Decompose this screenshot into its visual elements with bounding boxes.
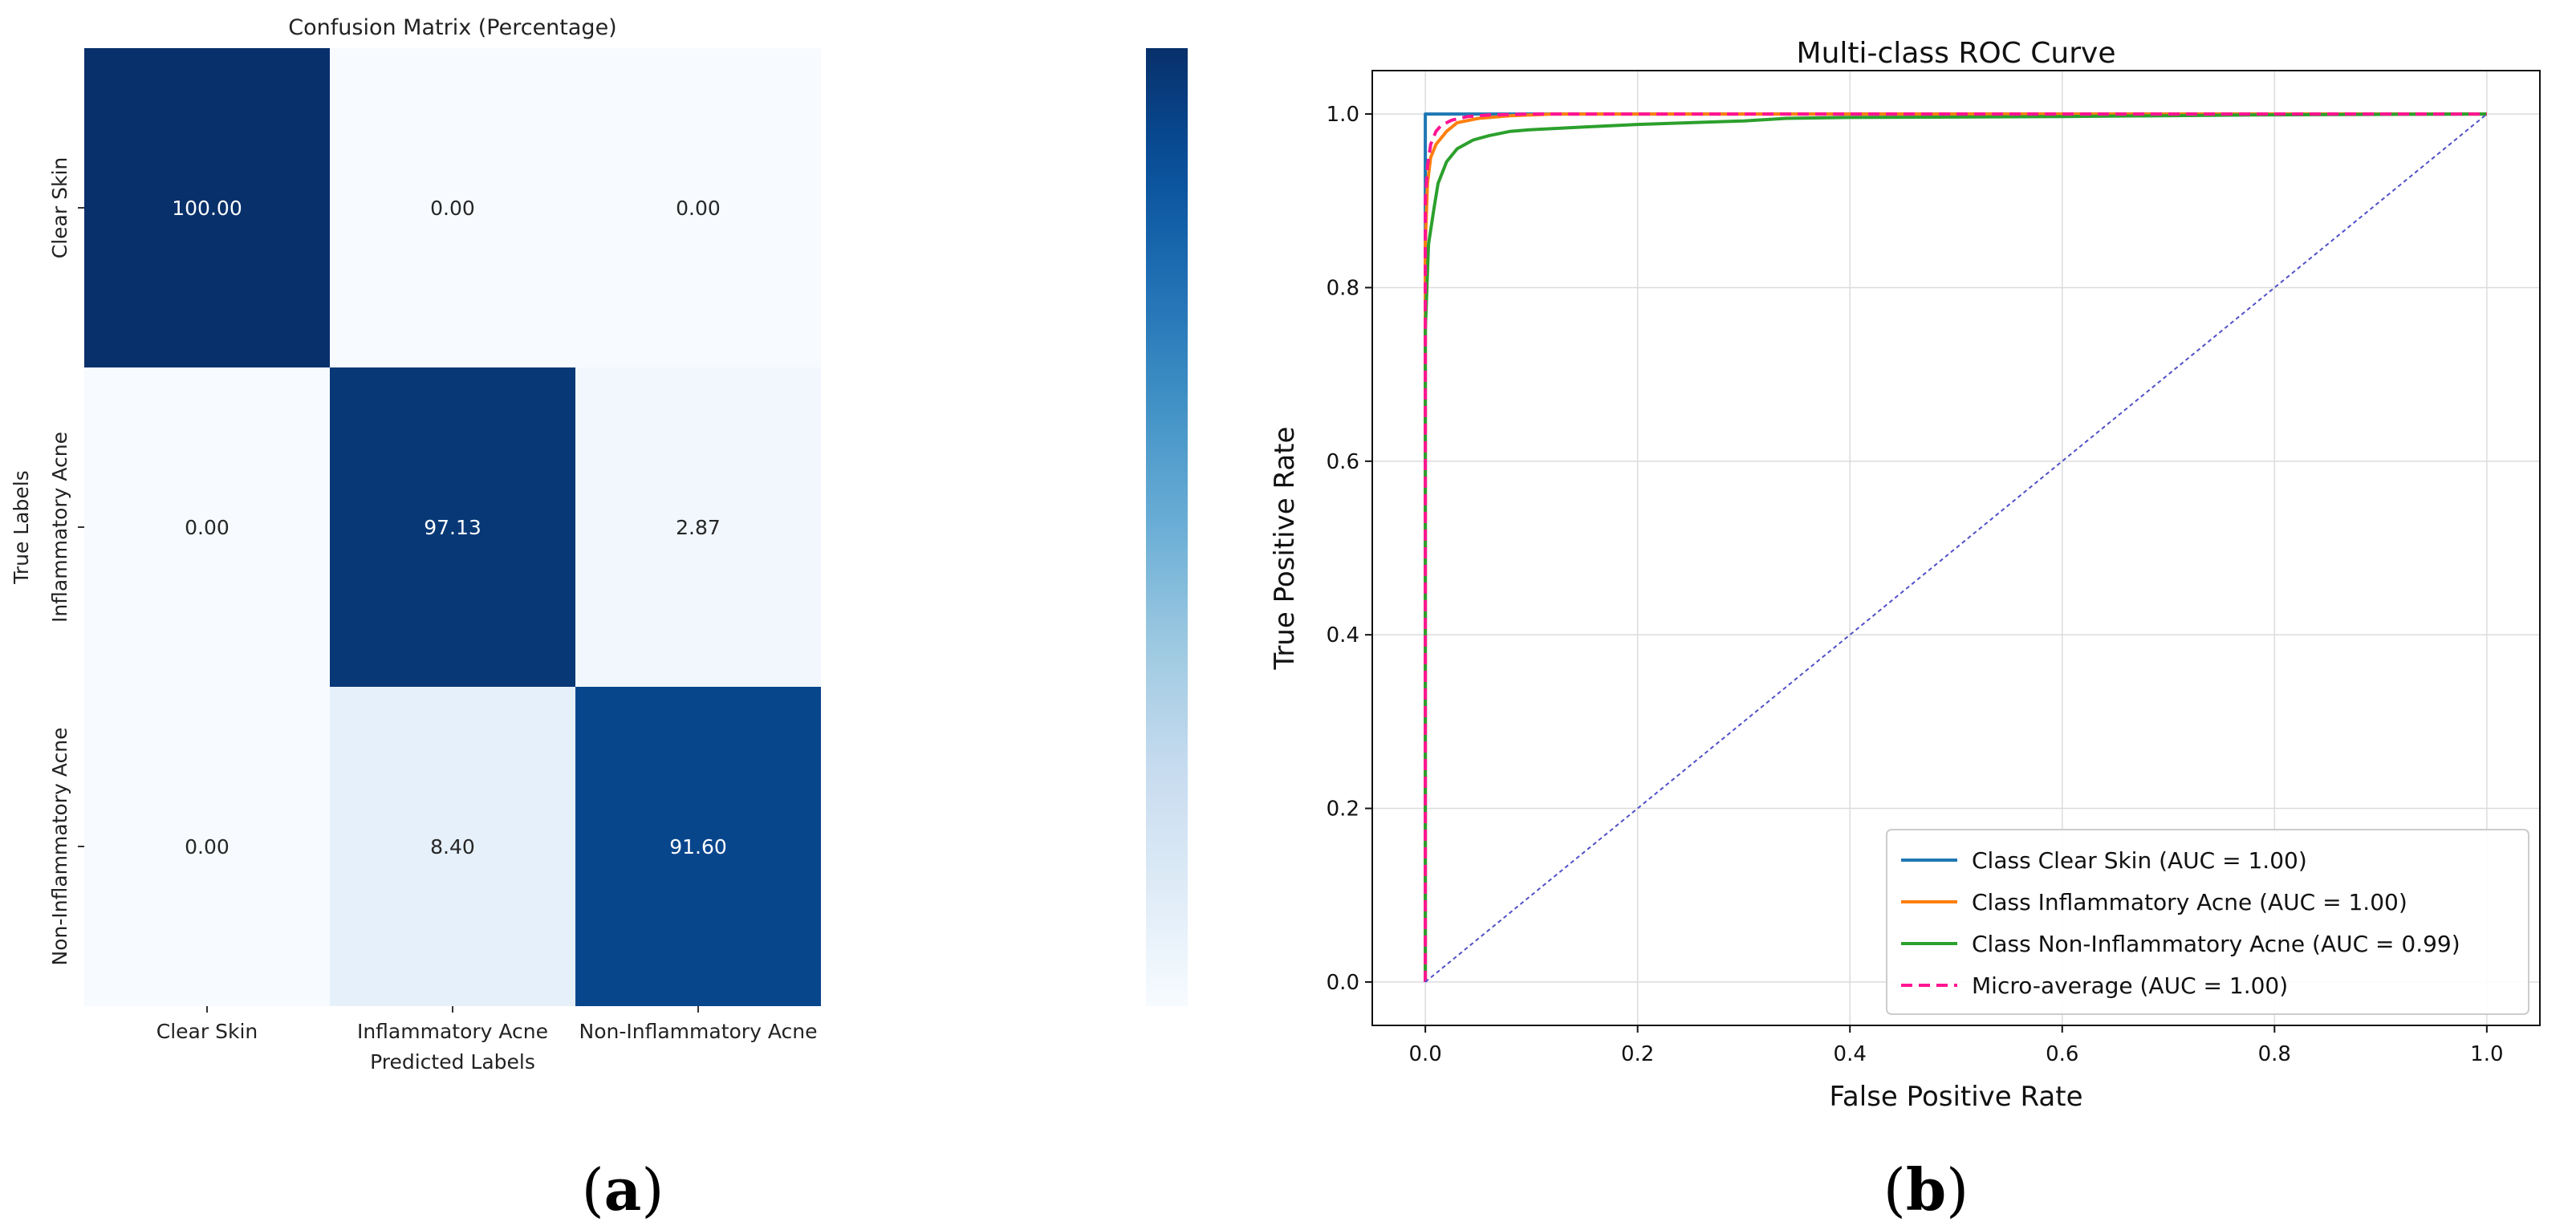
roc-series-line [1424,112,2487,982]
heatmap-cell [84,687,330,1006]
roc-series-line [1424,112,2487,982]
y-tick-label: 0.6 [1327,450,1359,474]
caption-a: (a) [581,1155,664,1224]
cell-value-label: 2.87 [676,516,721,539]
cell-value-label: 0.00 [185,516,230,539]
caption-a-letter: a [603,1155,642,1224]
colorbar [1146,48,1188,1006]
heatmap-cell [575,687,821,1006]
x-tick-label: 0.0 [1408,1042,1441,1066]
roc-title: Multi-class ROC Curve [1797,37,2116,70]
x-axis-label: Predicted Labels [370,1050,535,1074]
heatmap-cell [84,48,330,367]
chance-diagonal-line [1424,113,2488,983]
heatmap-cell [575,48,821,367]
legend-label: Class Clear Skin (AUC = 1.00) [1972,847,2307,874]
y-axis-label: True Positive Rate [1269,427,1301,671]
x-tick-label: 1.0 [2470,1042,2503,1066]
y-tick-label: 0.0 [1327,971,1359,995]
cell-value-label: 0.00 [676,197,721,220]
roc-series-line [1424,112,2487,982]
y-tick-label: Inflammatory Acne [48,432,71,623]
cell-value-label: 91.60 [669,835,727,859]
x-tick-label: 0.4 [1834,1042,1867,1066]
x-tick-label: Non-Inflammatory Acne [579,1020,818,1043]
heatmap-cell [330,48,575,367]
cm-title: Confusion Matrix (Percentage) [288,15,616,40]
cell-value-label: 100.00 [172,197,242,220]
legend-label: Class Non-Inflammatory Acne (AUC = 0.99) [1972,931,2460,957]
x-tick-label: Inflammatory Acne [357,1020,548,1043]
legend-label: Class Inflammatory Acne (AUC = 1.00) [1972,889,2407,915]
y-tick-label: 0.4 [1327,623,1359,647]
heatmap-cell [575,367,821,687]
x-tick-label: 0.6 [2046,1042,2078,1066]
cell-value-label: 97.13 [424,516,481,539]
caption-b-letter: b [1905,1155,1947,1224]
confusion-matrix-chart: Confusion Matrix (Percentage) 100.00 0.00 0… [10,15,1188,1074]
y-tick-label: 0.2 [1327,798,1359,822]
legend-label: Micro-average (AUC = 1.00) [1972,972,2288,999]
heatmap-cell [84,367,330,687]
y-tick-label: 0.8 [1327,276,1359,300]
caption-b: (b) [1883,1155,1969,1224]
cell-value-label: 0.00 [430,197,475,220]
y-tick-label: Clear Skin [48,157,71,258]
heatmap-cell [330,687,575,1006]
x-tick-label: 0.8 [2258,1042,2291,1066]
y-tick-label: 1.0 [1327,103,1359,127]
y-axis-label: True Labels [10,470,33,585]
legend-box [1886,829,2529,1015]
x-axis-label: False Positive Rate [1830,1081,2083,1113]
x-tick-label: Clear Skin [156,1020,258,1043]
roc-curve-chart: Multi-class ROC Curve 0.0 0.2 0.4 0.6 0.8 1.0 0… [1269,37,2541,1113]
cell-value-label: 0.00 [185,835,230,859]
plot-frame [1371,70,2541,1026]
heatmap-cell [330,367,575,687]
y-tick-label: Non-Inflammatory Acne [48,728,71,966]
cell-value-label: 8.40 [430,835,475,859]
x-tick-label: 0.2 [1621,1042,1654,1066]
